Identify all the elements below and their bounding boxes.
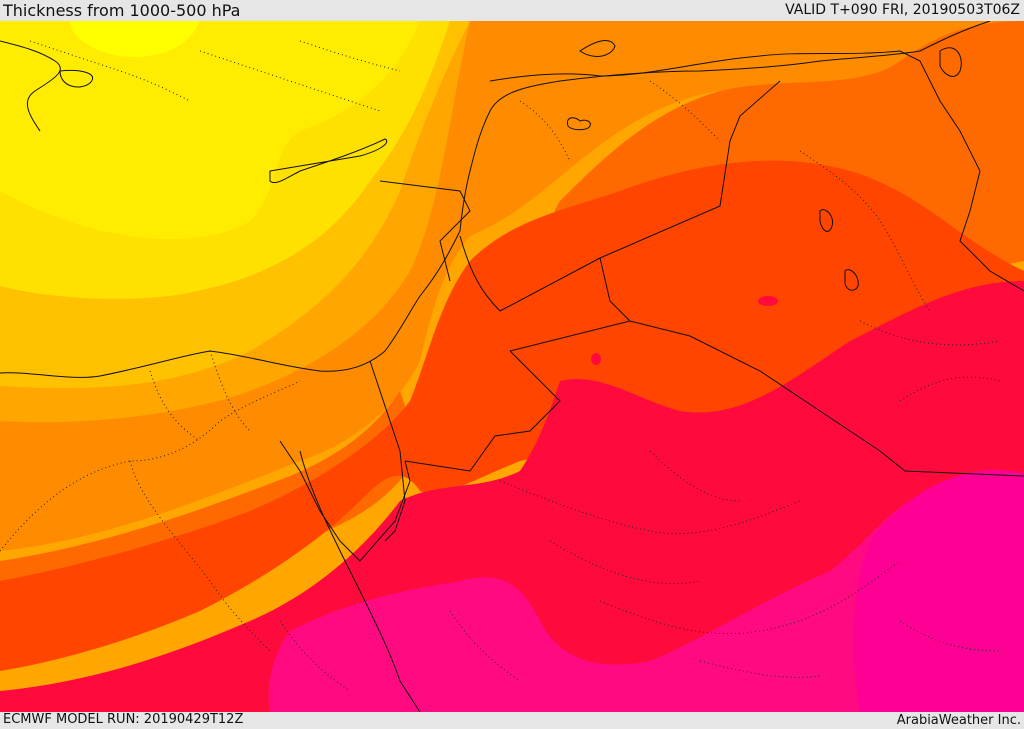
internal-boundaries	[0, 40, 1001, 692]
footer-bar: ECMWF MODEL RUN: 20190429T12Z ArabiaWeat…	[0, 712, 1024, 729]
credit-label: ArabiaWeather Inc.	[896, 713, 1021, 728]
valid-time: VALID T+090 FRI, 20190503T06Z	[785, 2, 1020, 18]
band-yellow-gold	[0, 21, 420, 240]
band-red-orange	[0, 160, 1024, 671]
band-yellow	[70, 21, 200, 57]
thickness-contour-svg	[0, 21, 1024, 712]
political-borders	[379, 80, 1024, 477]
thickness-map	[0, 21, 1024, 712]
patch-red-syria	[758, 296, 778, 306]
coastlines	[0, 21, 1024, 712]
map-title: Thickness from 1000-500 hPa	[3, 1, 241, 20]
model-run-label: ECMWF MODEL RUN: 20190429T12Z	[3, 712, 244, 727]
patch-red-jordan	[591, 353, 601, 365]
header-bar: Thickness from 1000-500 hPa VALID T+090 …	[0, 0, 1024, 21]
band-dark-orange	[0, 21, 1024, 551]
band-deep-magenta	[853, 470, 1024, 712]
band-magenta	[268, 475, 1024, 712]
